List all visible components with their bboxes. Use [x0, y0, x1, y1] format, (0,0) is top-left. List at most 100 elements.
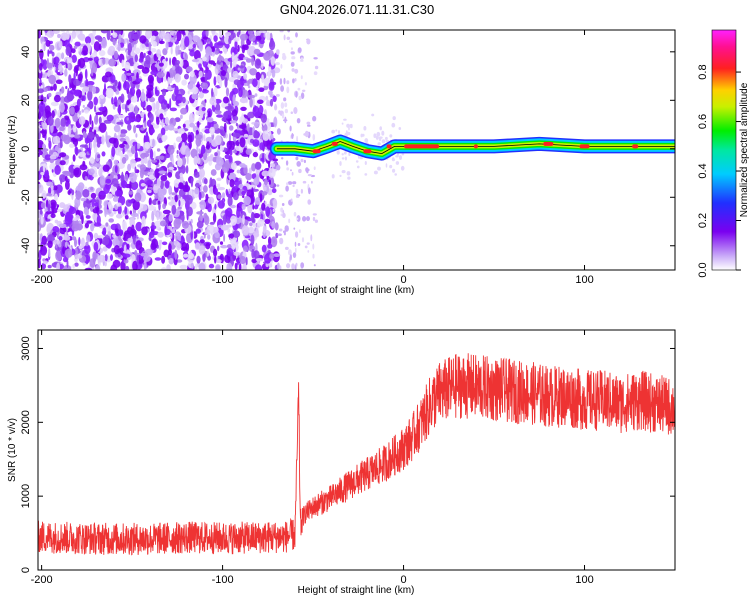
- spectrogram-noise-cell: [143, 52, 146, 59]
- spectrogram-noise-cell: [112, 237, 120, 247]
- spectrogram-noise-cell: [312, 115, 317, 122]
- spectrogram-noise-cell: [48, 187, 52, 195]
- spectrogram-noise-cell: [263, 33, 266, 38]
- spectrogram-noise-cell: [266, 31, 271, 41]
- spectrogram-noise-cell: [50, 213, 56, 219]
- spectrogram-noise-cell: [98, 116, 102, 125]
- spectrogram-noise-cell: [106, 193, 113, 200]
- spectrogram-noise-cell: [163, 100, 168, 105]
- spectrogram-noise-cell: [254, 264, 263, 270]
- spectrogram-noise-cell: [255, 35, 262, 41]
- colorbar-tick-label: 0.0: [697, 262, 709, 277]
- spectrogram-noise-cell: [173, 32, 176, 41]
- spectrogram-noise-cell: [170, 192, 178, 196]
- spectrogram-noise-cell: [286, 36, 291, 40]
- spectrogram-noise-cell: [261, 202, 266, 211]
- spectrogram-noise-cell: [59, 160, 66, 166]
- spectrogram-noise-cell: [251, 163, 256, 172]
- spectrogram-noise-cell: [113, 96, 118, 107]
- spectrogram-noise-cell: [118, 229, 124, 236]
- spectrogram-noise-cell: [53, 185, 58, 191]
- spectrogram-noise-cell: [119, 129, 128, 135]
- spectrogram-noise-cell: [221, 192, 226, 199]
- spectrogram-noise-cell: [286, 182, 289, 186]
- spectrogram-noise-cell: [195, 228, 201, 234]
- spectrogram-noise-cell: [224, 160, 230, 169]
- spectrogram-noise-cell: [280, 102, 285, 109]
- spectrogram-noise-cell: [219, 125, 224, 130]
- spectrogram-noise-cell: [113, 50, 119, 60]
- spectrogram-noise-cell: [42, 122, 48, 130]
- spectrogram-noise-cell: [150, 225, 157, 230]
- spectrogram-noise-cell: [41, 262, 46, 270]
- spectrogram-noise-cell: [179, 175, 184, 184]
- spectrogram-noise-cell: [274, 222, 279, 231]
- spectrogram-noise-cell: [131, 254, 136, 263]
- spectrogram-noise-cell: [313, 166, 316, 170]
- spectrogram-noise-cell: [71, 189, 75, 196]
- spectrogram-noise-cell: [338, 130, 340, 134]
- spectrogram-noise-cell: [129, 217, 135, 228]
- spectrogram-noise-cell: [112, 32, 118, 38]
- spectrogram-noise-cell: [85, 241, 89, 247]
- spectrogram-noise-cell: [284, 225, 289, 232]
- spectrogram-noise-cell: [104, 261, 107, 267]
- spectrogram-noise-cell: [267, 168, 276, 178]
- spectrogram-noise-cell: [183, 120, 192, 129]
- spectrogram-noise-cell: [162, 209, 171, 215]
- spectrogram-noise-cell: [154, 257, 162, 261]
- spectrogram-noise-cell: [276, 164, 281, 171]
- spectrogram-noise-cell: [161, 30, 165, 35]
- spectrogram-noise-cell: [176, 136, 183, 143]
- spectrogram-noise-cell: [112, 196, 119, 202]
- spectrogram-noise-cell: [199, 168, 206, 178]
- spectrogram-noise-cell: [43, 43, 46, 50]
- spectrogram-noise-cell: [253, 122, 259, 128]
- spectrogram-noise-cell: [269, 253, 275, 260]
- spectrogram-noise-cell: [95, 265, 101, 270]
- spectrogram-noise-cell: [139, 43, 146, 51]
- spectrogram-noise-cell: [127, 123, 132, 131]
- spectrogram-noise-cell: [286, 80, 290, 85]
- spectrogram-noise-cell: [276, 184, 280, 187]
- spectrogram-noise-cell: [211, 87, 214, 97]
- spectrogram-noise-cell: [98, 97, 101, 104]
- spectrogram-noise-cell: [127, 237, 133, 243]
- spectrogram-noise-cell: [45, 193, 53, 197]
- spectrogram-noise-cell: [261, 170, 270, 177]
- spectrogram-noise-cell: [233, 192, 239, 201]
- spectrogram-noise-cell: [217, 194, 222, 199]
- spectrogram-noise-cell: [107, 231, 111, 236]
- spectrogram-noise-cell: [207, 117, 214, 123]
- spectrogram-noise-cell: [162, 48, 168, 56]
- spectrogram-noise-cell: [120, 93, 125, 104]
- spectrogram-noise-cell: [258, 30, 267, 34]
- spectrogram-noise-cell: [283, 119, 288, 122]
- spectrogram-noise-cell: [52, 239, 60, 246]
- spectrogram-noise-cell: [54, 94, 61, 103]
- spectrogram-noise-cell: [250, 234, 255, 246]
- spectrogram-noise-cell: [239, 97, 248, 104]
- spectrogram-noise-cell: [295, 231, 299, 238]
- spectrogram-noise-cell: [60, 86, 65, 94]
- spectrogram-noise-cell: [64, 248, 73, 258]
- snr-y-tick-label: 0: [20, 567, 32, 573]
- spectrogram-noise-cell: [158, 62, 164, 67]
- colorbar-label: Normalized spectral amplitude: [739, 82, 750, 217]
- spectrogram-noise-cell: [312, 243, 315, 250]
- spectrogram-noise-cell: [46, 218, 51, 222]
- spectrogram-noise-cell: [194, 242, 201, 250]
- spectrogram-noise-cell: [278, 194, 284, 198]
- spectrogram-noise-cell: [245, 172, 253, 181]
- spectrogram-noise-cell: [177, 128, 185, 135]
- spectrogram-noise-cell: [140, 99, 146, 108]
- spectrogram-noise-cell: [177, 157, 183, 168]
- spectrogram-noise-cell: [400, 165, 405, 171]
- spectrogram-noise-cell: [122, 147, 125, 155]
- signal-hotspot: [331, 141, 338, 146]
- spectrogram-noise-cell: [42, 59, 48, 71]
- spectrogram-noise-cell: [394, 173, 398, 176]
- spectrogram-noise-cell: [144, 120, 147, 128]
- spectrogram-noise-cell: [300, 75, 303, 80]
- spectrogram-noise-cell: [189, 122, 195, 128]
